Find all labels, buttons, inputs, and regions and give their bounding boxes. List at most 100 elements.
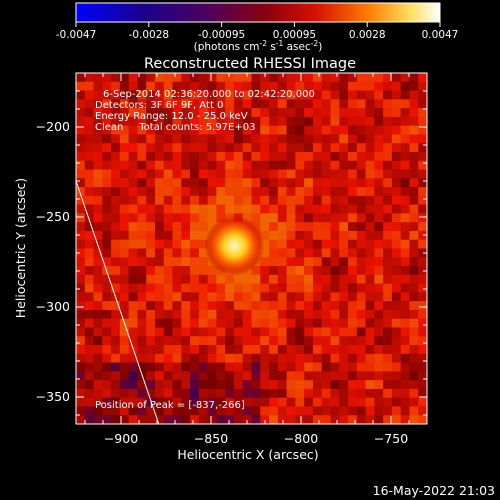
heatmap-pixel xyxy=(198,266,208,276)
heatmap-pixel xyxy=(163,204,173,214)
heatmap-pixel xyxy=(102,195,112,205)
heatmap-pixel xyxy=(119,151,129,162)
heatmap-pixel xyxy=(365,125,375,135)
heatmap-pixel xyxy=(146,178,156,188)
heatmap-pixel xyxy=(339,248,349,258)
heatmap-pixel xyxy=(93,283,103,293)
heatmap-pixel xyxy=(277,318,287,328)
heatmap-pixel xyxy=(163,160,173,170)
heatmap-pixel xyxy=(128,266,138,276)
heatmap-pixel xyxy=(119,362,129,372)
heatmap-pixel xyxy=(233,134,244,144)
heatmap-pixel xyxy=(251,274,261,284)
heatmap-pixel xyxy=(269,309,279,320)
heatmap-pixel xyxy=(190,318,200,328)
heatmap-pixel xyxy=(365,90,375,100)
heatmap-pixel xyxy=(119,327,129,337)
heatmap-pixel xyxy=(102,73,112,83)
heatmap-pixel xyxy=(286,73,296,83)
heatmap-pixel xyxy=(102,222,112,232)
heatmap-pixel xyxy=(418,248,427,258)
heatmap-pixel xyxy=(76,204,86,214)
heatmap-pixel xyxy=(295,257,305,267)
heatmap-pixel xyxy=(400,371,410,381)
heatmap-pixel xyxy=(312,204,323,214)
heatmap-pixel xyxy=(277,336,287,346)
heatmap-pixel xyxy=(93,169,103,179)
heatmap-pixel xyxy=(269,178,279,188)
heatmap-pixel xyxy=(111,318,121,328)
heatmap-pixel xyxy=(286,353,296,363)
heatmap-pixel xyxy=(207,406,217,416)
heatmap-pixel xyxy=(242,327,252,337)
heatmap-pixel xyxy=(190,151,200,162)
heatmap-pixel xyxy=(277,160,287,170)
info-clean-counts: Clean Total counts: 5.97E+03 xyxy=(95,122,255,133)
heatmap-pixel xyxy=(383,292,393,302)
heatmap-pixel xyxy=(233,292,244,302)
heatmap-pixel xyxy=(76,309,86,320)
heatmap-pixel xyxy=(172,187,182,197)
heatmap-pixel xyxy=(304,318,314,328)
y-axis-title: Heliocentric Y (arcsec) xyxy=(13,178,28,318)
heatmap-pixel xyxy=(128,380,138,390)
heatmap-pixel xyxy=(409,125,419,135)
heatmap-pixel xyxy=(111,406,121,416)
heatmap-pixel xyxy=(391,292,401,302)
heatmap-pixel xyxy=(251,318,261,328)
heatmap-pixel xyxy=(277,388,287,398)
heatmap-pixel xyxy=(128,406,138,416)
heatmap-pixel xyxy=(409,213,419,223)
heatmap-pixel xyxy=(172,248,182,258)
heatmap-pixel xyxy=(418,116,427,126)
heatmap-pixel xyxy=(137,169,147,179)
heatmap-pixel xyxy=(119,336,129,346)
heatmap-pixel xyxy=(409,116,419,126)
heatmap-pixel xyxy=(409,380,419,390)
heatmap-pixel xyxy=(172,388,182,398)
heatmap-pixel xyxy=(251,169,261,179)
heatmap-pixel xyxy=(242,169,252,179)
heatmap-pixel xyxy=(356,143,366,153)
heatmap-pixel xyxy=(391,371,401,381)
heatmap-pixel xyxy=(119,213,129,223)
heatmap-pixel xyxy=(154,134,165,144)
heatmap-pixel xyxy=(216,327,226,337)
heatmap-pixel xyxy=(251,388,261,398)
heatmap-pixel xyxy=(154,362,165,372)
heatmap-pixel xyxy=(277,73,287,83)
heatmap-pixel xyxy=(348,134,358,144)
heatmap-pixel xyxy=(242,160,252,170)
heatmap-pixel xyxy=(312,415,323,424)
heatmap-pixel xyxy=(163,151,173,162)
heatmap-pixel xyxy=(269,266,279,276)
heatmap-pixel xyxy=(330,222,340,232)
heatmap-pixel xyxy=(190,336,200,346)
heatmap-pixel xyxy=(409,99,419,109)
heatmap-pixel xyxy=(198,73,208,83)
heatmap-pixel xyxy=(295,134,305,144)
heatmap-pixel xyxy=(225,415,235,424)
heatmap-pixel xyxy=(128,371,138,381)
heatmap-pixel xyxy=(225,169,235,179)
heatmap-pixel xyxy=(356,362,366,372)
heatmap-pixel xyxy=(374,230,384,241)
heatmap-pixel xyxy=(242,204,252,214)
heatmap-pixel xyxy=(383,415,393,424)
heatmap-pixel xyxy=(356,178,366,188)
heatmap-pixel xyxy=(146,336,156,346)
heatmap-pixel xyxy=(339,116,349,126)
heatmap-pixel xyxy=(339,353,349,363)
heatmap-pixel xyxy=(304,380,314,390)
heatmap-pixel xyxy=(128,239,138,249)
heatmap-image xyxy=(76,73,427,424)
heatmap-pixel xyxy=(374,309,384,320)
heatmap-pixel xyxy=(400,362,410,372)
heatmap-pixel xyxy=(76,134,86,144)
heatmap-pixel xyxy=(137,380,147,390)
heatmap-pixel xyxy=(225,406,235,416)
heatmap-pixel xyxy=(163,230,173,241)
heatmap-pixel xyxy=(154,248,165,258)
heatmap-pixel xyxy=(163,222,173,232)
heatmap-pixel xyxy=(172,371,182,381)
